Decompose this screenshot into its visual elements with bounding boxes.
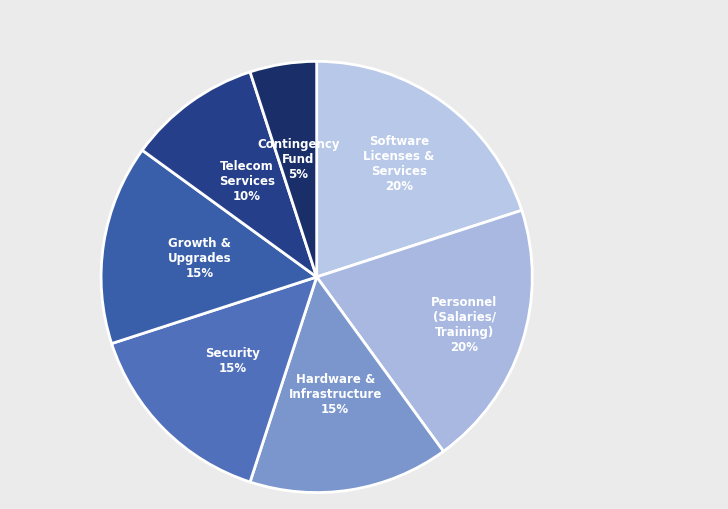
Wedge shape: [317, 210, 532, 451]
Text: Contingency
Fund
5%: Contingency Fund 5%: [257, 138, 339, 181]
Wedge shape: [317, 62, 522, 277]
Text: Telecom
Services
10%: Telecom Services 10%: [219, 159, 275, 203]
Wedge shape: [142, 72, 317, 277]
Wedge shape: [111, 277, 317, 482]
Text: Security
15%: Security 15%: [205, 347, 261, 375]
Text: Hardware &
Infrastructure
15%: Hardware & Infrastructure 15%: [288, 373, 382, 415]
Text: Software
Licenses &
Services
20%: Software Licenses & Services 20%: [363, 134, 435, 192]
Wedge shape: [101, 150, 317, 344]
Text: Personnel
(Salaries/
Training)
20%: Personnel (Salaries/ Training) 20%: [431, 296, 497, 354]
Wedge shape: [250, 277, 443, 493]
Wedge shape: [250, 62, 317, 277]
Text: Growth &
Upgrades
15%: Growth & Upgrades 15%: [167, 237, 232, 280]
